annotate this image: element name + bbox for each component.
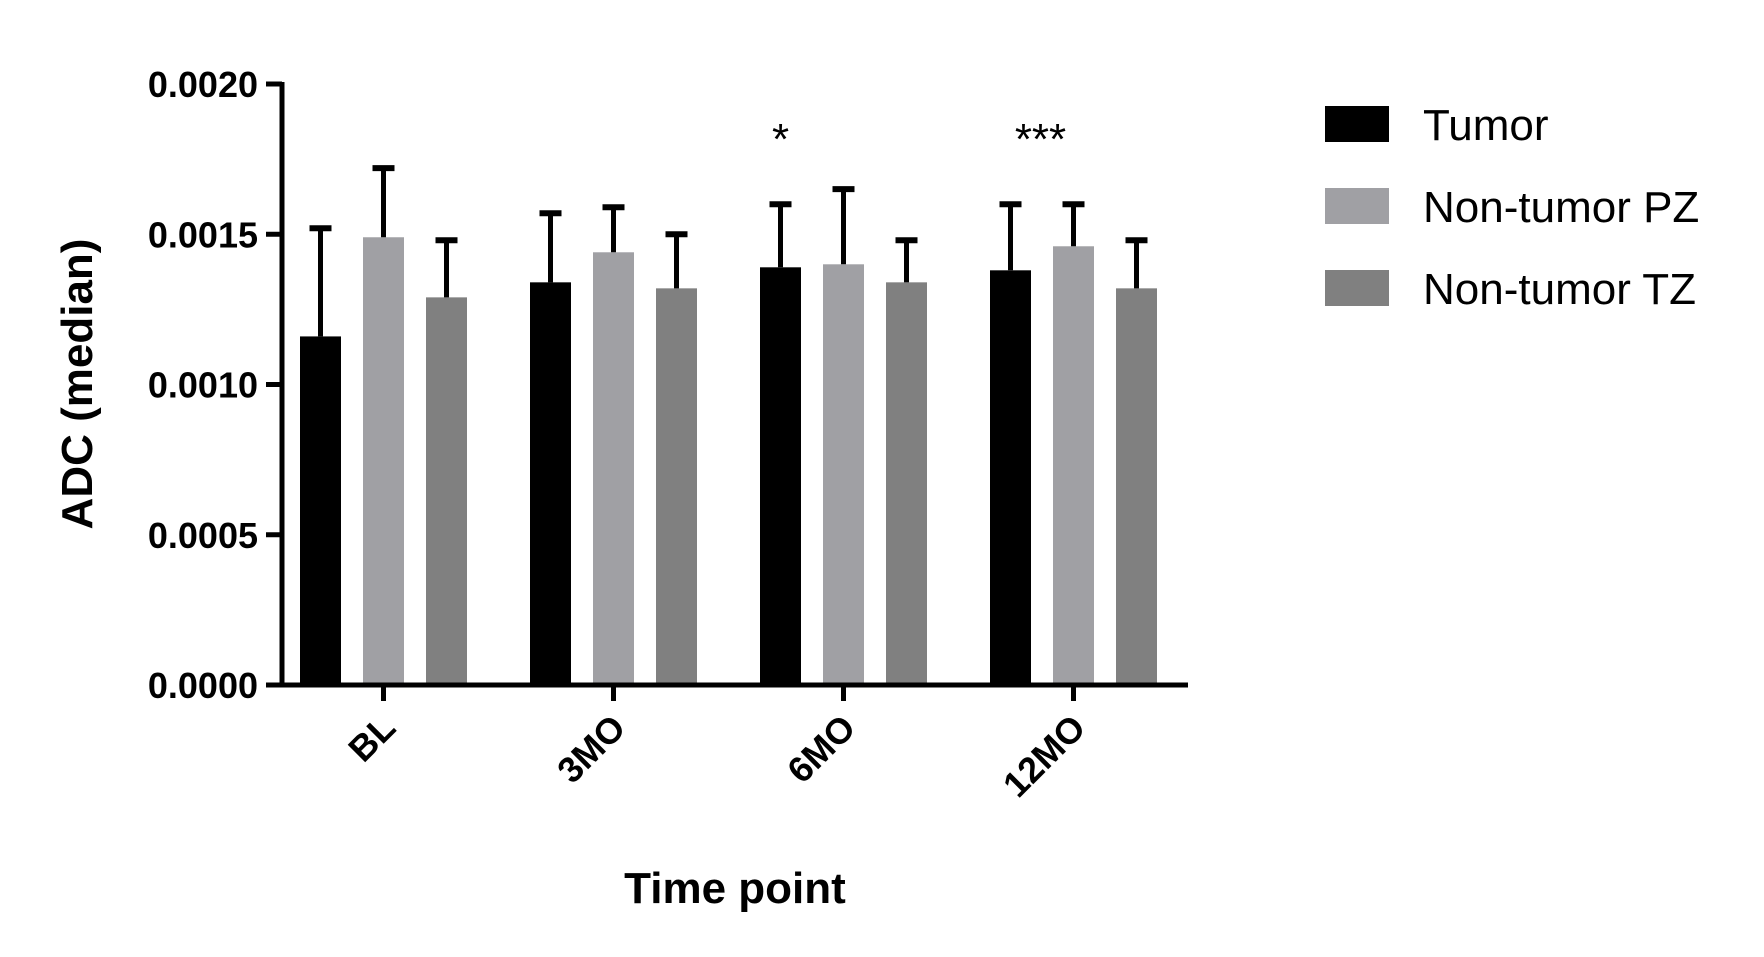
legend-swatch-0 <box>1325 106 1389 142</box>
bar-bl-0 <box>300 336 341 685</box>
error-bar-3mo-0 <box>539 210 562 283</box>
error-bar-bl-1 <box>372 165 395 238</box>
bar-3mo-1 <box>593 252 634 685</box>
axes <box>266 81 1188 701</box>
bar-12mo-2 <box>1116 288 1157 685</box>
y-axis-title: ADC (median) <box>53 239 102 530</box>
x-tick-label-12mo: 12MO <box>995 707 1093 805</box>
bar-3mo-0 <box>530 282 571 685</box>
bar-3mo-2 <box>656 288 697 685</box>
y-tick-labels: 0.0000 0.0005 0.0010 0.0015 0.0020 <box>148 64 258 706</box>
error-bar-12mo-0 <box>999 201 1022 271</box>
error-bar-6mo-0 <box>769 201 792 268</box>
x-axis-title: Time point <box>624 864 846 913</box>
legend-swatch-2 <box>1325 270 1389 306</box>
x-tick-labels: BL 3MO 6MO 12MO <box>340 707 1093 805</box>
bar-12mo-1 <box>1053 246 1094 685</box>
error-bar-6mo-2 <box>895 237 918 283</box>
bar-6mo-0 <box>760 267 801 685</box>
legend-label-2: Non-tumor TZ <box>1423 265 1696 314</box>
bar-6mo-1 <box>823 264 864 685</box>
y-tick-label: 0.0005 <box>148 515 258 556</box>
error-bar-12mo-2 <box>1125 237 1148 289</box>
x-tick-label-6mo: 6MO <box>779 707 863 791</box>
bars-layer <box>300 237 1157 685</box>
error-bar-bl-0 <box>309 225 332 337</box>
y-tick-label: 0.0010 <box>148 365 258 406</box>
error-bar-bl-2 <box>435 237 458 298</box>
error-bar-6mo-1 <box>832 186 855 265</box>
significance-marker-12mo: *** <box>1015 115 1066 164</box>
bar-bl-1 <box>363 237 404 685</box>
error-bars-layer <box>309 165 1148 337</box>
significance-marker-6mo: * <box>772 115 789 164</box>
annotations: * *** <box>772 115 1066 164</box>
y-tick-label: 0.0015 <box>148 214 258 255</box>
x-tick-label-3mo: 3MO <box>549 707 633 791</box>
legend: Tumor Non-tumor PZ Non-tumor TZ <box>1325 101 1699 314</box>
bar-bl-2 <box>426 297 467 685</box>
legend-label-1: Non-tumor PZ <box>1423 183 1699 232</box>
error-bar-3mo-1 <box>602 204 625 253</box>
y-tick-label: 0.0020 <box>148 64 258 105</box>
y-tick-label: 0.0000 <box>148 665 258 706</box>
legend-label-0: Tumor <box>1423 101 1549 150</box>
bar-6mo-2 <box>886 282 927 685</box>
legend-swatch-1 <box>1325 188 1389 224</box>
error-bar-12mo-1 <box>1062 201 1085 247</box>
bar-12mo-0 <box>990 270 1031 685</box>
error-bar-3mo-2 <box>665 231 688 289</box>
x-tick-label-bl: BL <box>340 707 403 770</box>
